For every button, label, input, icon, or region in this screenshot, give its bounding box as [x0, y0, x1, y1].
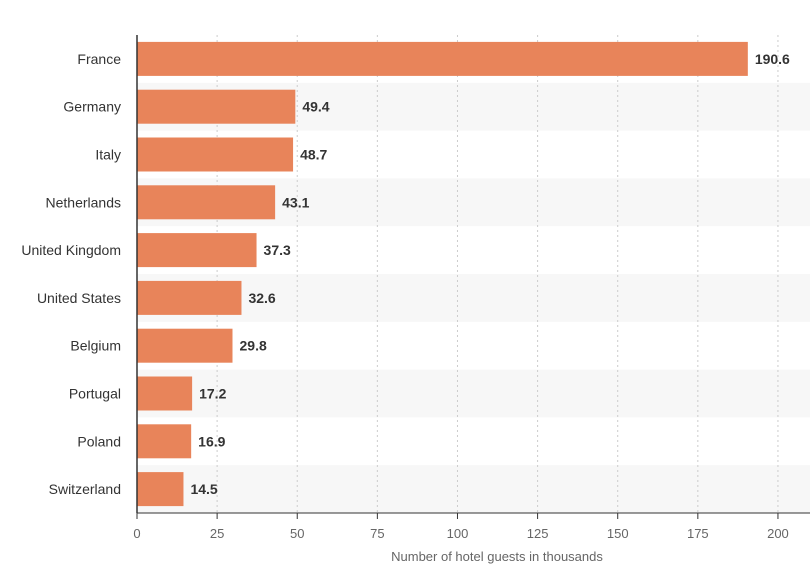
category-label: France	[77, 51, 121, 67]
value-label: 32.6	[248, 290, 275, 306]
value-label: 14.5	[190, 481, 217, 497]
row-band	[137, 465, 810, 513]
value-label: 48.7	[300, 147, 327, 163]
category-label: Poland	[77, 433, 121, 449]
x-tick-label: 50	[290, 526, 304, 541]
x-tick-label: 175	[687, 526, 709, 541]
category-label: Switzerland	[49, 481, 121, 497]
value-label: 37.3	[264, 242, 291, 258]
category-label: Belgium	[70, 338, 121, 354]
x-tick-label: 200	[767, 526, 789, 541]
value-label: 17.2	[199, 386, 226, 402]
bar	[137, 472, 184, 507]
bar	[137, 376, 193, 411]
category-label: United States	[37, 290, 121, 306]
bar	[137, 328, 233, 363]
x-tick-label: 100	[447, 526, 469, 541]
bar	[137, 424, 192, 459]
x-tick-label: 0	[133, 526, 140, 541]
bar	[137, 280, 242, 315]
value-label: 43.1	[282, 194, 309, 210]
value-labels: 190.6 49.4 48.7 43.1 37.3 32.6 29.8 17.2 16.9 14.…	[190, 51, 790, 497]
category-label: United Kingdom	[21, 242, 121, 258]
value-label: 49.4	[302, 99, 329, 115]
value-label: 29.8	[240, 338, 267, 354]
category-label: Portugal	[69, 386, 121, 402]
bar	[137, 185, 276, 220]
bar	[137, 233, 257, 268]
x-axis-ticks: 0 25 50 75 100 125 150 175 200	[133, 513, 789, 541]
category-label: Italy	[95, 147, 121, 163]
x-tick-label: 75	[370, 526, 384, 541]
x-axis-title: Number of hotel guests in thousands	[391, 549, 603, 564]
bars	[137, 41, 748, 507]
bar	[137, 41, 748, 76]
value-label: 16.9	[198, 433, 225, 449]
row-band	[137, 369, 810, 418]
category-label: Netherlands	[46, 194, 122, 210]
bar	[137, 137, 294, 172]
value-label: 190.6	[755, 51, 790, 67]
category-label: Germany	[63, 99, 121, 115]
category-labels: France Germany Italy Netherlands United King…	[21, 51, 121, 497]
x-tick-label: 150	[607, 526, 629, 541]
x-tick-label: 125	[527, 526, 549, 541]
bar	[137, 89, 296, 124]
x-tick-label: 25	[210, 526, 224, 541]
